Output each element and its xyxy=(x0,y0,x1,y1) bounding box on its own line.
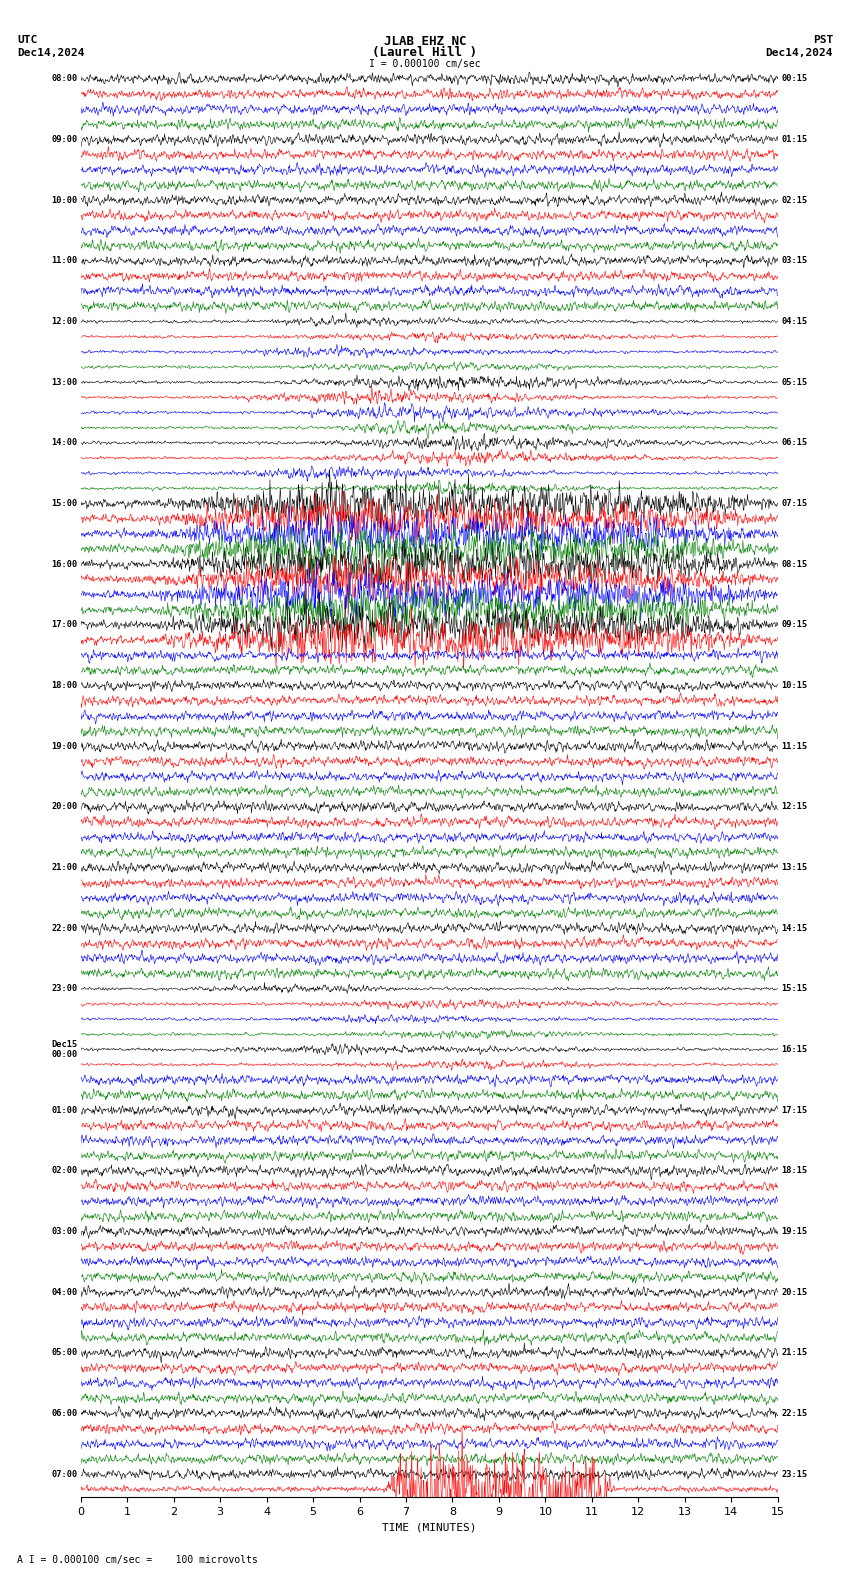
Text: PST: PST xyxy=(813,35,833,44)
Text: 15:15: 15:15 xyxy=(781,984,807,993)
Text: 16:15: 16:15 xyxy=(781,1045,807,1053)
Text: A I = 0.000100 cm/sec =    100 microvolts: A I = 0.000100 cm/sec = 100 microvolts xyxy=(17,1555,258,1565)
Text: JLAB EHZ NC: JLAB EHZ NC xyxy=(383,35,467,48)
Text: 18:15: 18:15 xyxy=(781,1166,807,1175)
Text: 05:00: 05:00 xyxy=(51,1348,77,1357)
Text: 18:00: 18:00 xyxy=(51,681,77,691)
Text: 12:15: 12:15 xyxy=(781,803,807,811)
Text: 06:15: 06:15 xyxy=(781,439,807,447)
Text: Dec14,2024: Dec14,2024 xyxy=(17,48,84,57)
Text: 06:00: 06:00 xyxy=(51,1408,77,1418)
Text: 17:00: 17:00 xyxy=(51,621,77,629)
Text: 23:00: 23:00 xyxy=(51,984,77,993)
Text: 02:15: 02:15 xyxy=(781,196,807,204)
Text: 08:00: 08:00 xyxy=(51,74,77,84)
Text: 00:15: 00:15 xyxy=(781,74,807,84)
Text: 07:15: 07:15 xyxy=(781,499,807,508)
Text: 20:00: 20:00 xyxy=(51,803,77,811)
Text: Dec15
00:00: Dec15 00:00 xyxy=(51,1039,77,1060)
Text: 11:00: 11:00 xyxy=(51,257,77,266)
Text: 04:15: 04:15 xyxy=(781,317,807,326)
Text: 10:00: 10:00 xyxy=(51,196,77,204)
Text: (Laurel Hill ): (Laurel Hill ) xyxy=(372,46,478,59)
Text: 22:00: 22:00 xyxy=(51,923,77,933)
Text: 10:15: 10:15 xyxy=(781,681,807,691)
Text: UTC: UTC xyxy=(17,35,37,44)
Text: 11:15: 11:15 xyxy=(781,741,807,751)
Text: 07:00: 07:00 xyxy=(51,1470,77,1478)
Text: 01:00: 01:00 xyxy=(51,1106,77,1115)
Text: 19:00: 19:00 xyxy=(51,741,77,751)
Text: 05:15: 05:15 xyxy=(781,377,807,386)
Text: 13:15: 13:15 xyxy=(781,863,807,873)
Text: 13:00: 13:00 xyxy=(51,377,77,386)
Text: 14:15: 14:15 xyxy=(781,923,807,933)
X-axis label: TIME (MINUTES): TIME (MINUTES) xyxy=(382,1522,477,1532)
Text: 16:00: 16:00 xyxy=(51,559,77,569)
Text: 14:00: 14:00 xyxy=(51,439,77,447)
Text: 03:00: 03:00 xyxy=(51,1228,77,1236)
Text: 09:00: 09:00 xyxy=(51,135,77,144)
Text: 23:15: 23:15 xyxy=(781,1470,807,1478)
Text: 04:00: 04:00 xyxy=(51,1288,77,1297)
Text: I = 0.000100 cm/sec: I = 0.000100 cm/sec xyxy=(369,59,481,68)
Text: 12:00: 12:00 xyxy=(51,317,77,326)
Text: 19:15: 19:15 xyxy=(781,1228,807,1236)
Text: 08:15: 08:15 xyxy=(781,559,807,569)
Text: 02:00: 02:00 xyxy=(51,1166,77,1175)
Text: 15:00: 15:00 xyxy=(51,499,77,508)
Text: 09:15: 09:15 xyxy=(781,621,807,629)
Text: 21:00: 21:00 xyxy=(51,863,77,873)
Text: 17:15: 17:15 xyxy=(781,1106,807,1115)
Text: 21:15: 21:15 xyxy=(781,1348,807,1357)
Text: 01:15: 01:15 xyxy=(781,135,807,144)
Text: 03:15: 03:15 xyxy=(781,257,807,266)
Text: 22:15: 22:15 xyxy=(781,1408,807,1418)
Text: Dec14,2024: Dec14,2024 xyxy=(766,48,833,57)
Text: 20:15: 20:15 xyxy=(781,1288,807,1297)
